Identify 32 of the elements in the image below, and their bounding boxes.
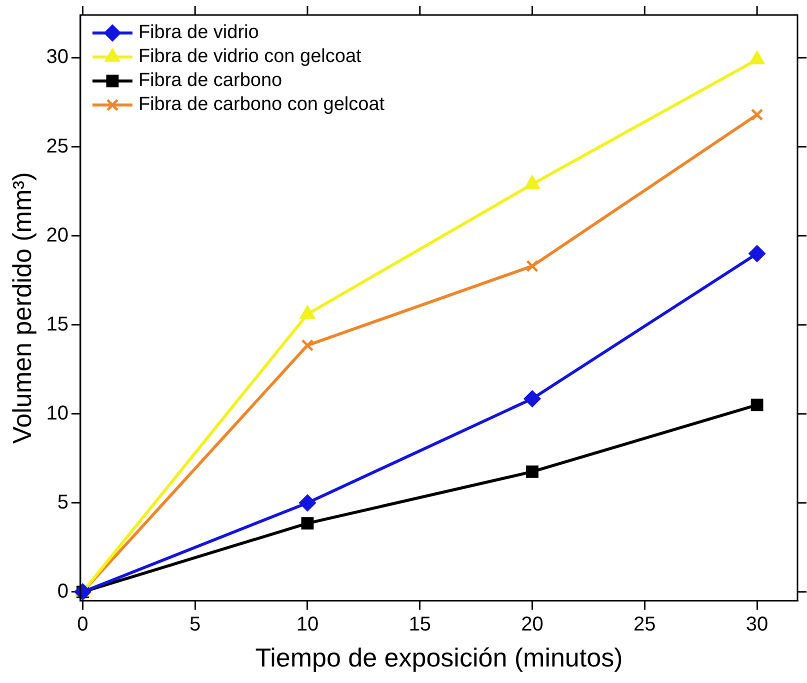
point [750,51,764,64]
point [750,398,764,412]
x-tick-label: 15 [408,613,431,636]
legend-label: Fibra de vidrio con gelcoat [138,46,362,68]
x-tick-label: 0 [77,613,88,636]
x-tick-label: 30 [746,613,768,636]
y-tick-label: 0 [57,580,68,602]
point [524,176,540,189]
point [748,245,766,262]
legend-label: Fibra de vidrio [138,22,259,44]
y-tick-label: 25 [46,135,68,158]
point [299,494,316,512]
point [750,108,764,121]
point [301,339,314,352]
y-axis-title: Volumen perdido (mm³) [6,172,37,444]
y-tick-label: 30 [46,46,68,68]
point [526,260,538,272]
x-tick-label: 10 [296,613,319,636]
point [526,466,538,478]
y-tick-label: 20 [46,224,68,246]
point [301,517,314,530]
x-tick-label: 25 [634,613,656,636]
legend-label: Fibra de carbono con gelcoat [138,94,386,116]
x-tick-label: 5 [190,613,201,636]
point [300,306,315,319]
y-tick-label: 10 [46,402,68,424]
legend-label: Fibra de carbono [138,70,282,92]
y-tick-label: 5 [57,491,68,514]
x-tick-label: 20 [521,613,544,636]
y-tick-label: 15 [46,313,68,336]
x-axis-title: Tiempo de exposición (minutos) [255,642,623,673]
point [524,390,541,407]
